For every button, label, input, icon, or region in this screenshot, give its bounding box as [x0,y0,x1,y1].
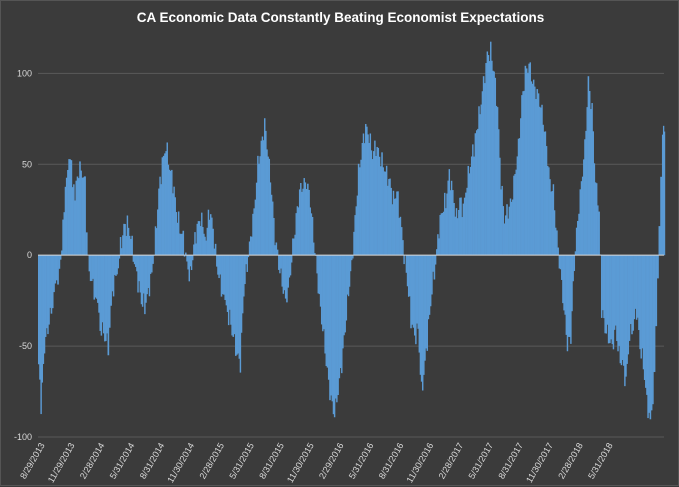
data-bar [664,132,665,256]
data-bar [574,255,575,271]
data-bar [655,255,657,326]
x-tick-label: 8/31/2015 [257,441,286,481]
data-bar [402,240,404,255]
x-tick-label: 5/31/2014 [108,441,137,481]
data-bar [215,244,217,255]
y-tick-label: 100 [17,68,32,78]
data-bar [86,232,88,255]
data-bar [291,255,292,262]
x-tick-label: 5/31/2015 [227,441,256,481]
x-tick-label: 5/31/2016 [347,441,376,481]
data-bar [192,255,193,260]
y-tick-label: -100 [14,432,32,442]
bar-series [38,42,665,420]
data-bar [84,176,86,255]
x-tick-label: 2/28/2015 [197,441,226,481]
x-tick-label: 8/31/2014 [138,441,167,481]
data-bar [119,255,120,258]
x-tick-label: 11/30/2017 [524,441,555,484]
data-bar [659,226,661,255]
data-bar [660,177,662,255]
y-tick-label: 0 [27,250,32,260]
y-tick-label: 50 [22,159,32,169]
y-tick-label: -50 [19,341,32,351]
x-tick-label: 11/29/2013 [46,441,77,484]
x-tick-label: 5/31/2018 [586,441,615,481]
x-tick-label: 2/28/2017 [437,441,466,481]
x-tick-label: 11/30/2015 [285,441,316,484]
x-tick-label: 5/31/2017 [466,441,495,481]
x-tick-label: 8/31/2017 [496,441,525,481]
data-bar [653,255,655,372]
data-bar [183,231,185,255]
data-bar [557,248,559,256]
x-tick-label: 11/30/2014 [165,441,196,484]
x-tick-label: 11/30/2016 [404,441,435,484]
x-tick-label: 8/31/2016 [377,441,406,481]
data-bar [60,255,62,259]
data-bar [403,255,404,264]
x-tick-label: 2/28/2014 [78,441,107,481]
data-bar [247,255,248,272]
data-bar [435,255,436,264]
y-axis-ticks: 100 50 0 -50 -100 [14,68,32,442]
x-tick-label: 2/29/2016 [317,441,346,481]
data-bar [598,212,600,256]
data-bar [657,255,659,278]
x-tick-label: 2/28/2018 [556,441,585,481]
data-bar [131,236,133,255]
x-tick-label: 8/29/2013 [18,441,47,481]
data-bar [277,250,279,256]
data-bar [152,255,154,264]
